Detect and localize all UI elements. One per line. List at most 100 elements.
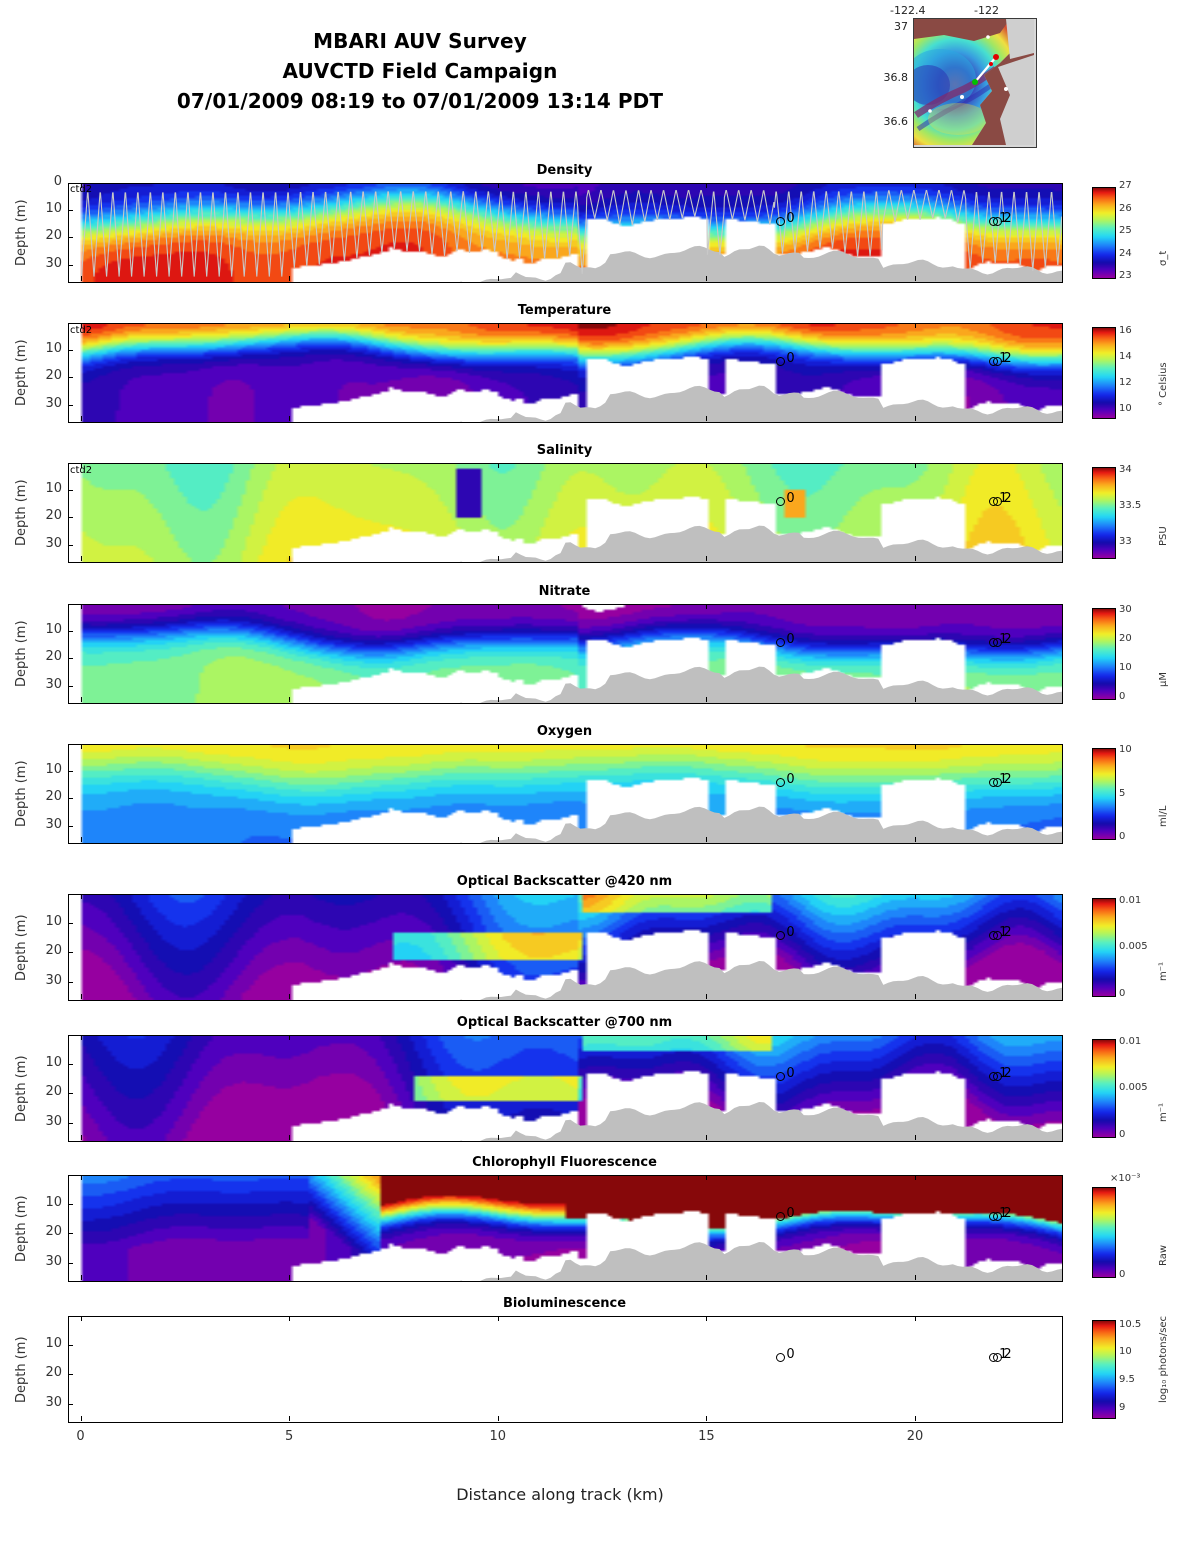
x-tick-mark (706, 1035, 708, 1040)
y-tick-mark (68, 1093, 73, 1095)
panel-title: Temperature (517, 303, 612, 318)
x-tick-mark (289, 697, 291, 702)
x-tick-mark (289, 1275, 291, 1280)
colorbar[interactable] (1092, 608, 1116, 700)
y-tick-label: 30 (45, 1253, 62, 1269)
y-axis-label: Depth (m) (14, 760, 29, 827)
station-marker[interactable]: 0 (776, 925, 796, 945)
seafloor-bathymetry (459, 1242, 1062, 1281)
station-label: 2 (1003, 924, 1012, 940)
title-line-1: MBARI AUV Survey (313, 29, 527, 53)
x-tick-mark (497, 1035, 499, 1040)
colorbar-tick-label: 0 (1119, 1129, 1126, 1140)
station-ring (776, 497, 786, 507)
x-tick-mark (706, 416, 708, 421)
y-tick-mark (68, 183, 73, 184)
x-tick-mark (497, 894, 499, 899)
colorbar[interactable] (1092, 748, 1116, 840)
colorbar-tick-label: 0 (1119, 831, 1126, 842)
station-marker[interactable]: 2 (993, 351, 1013, 371)
colorbar[interactable] (1092, 327, 1116, 419)
colorbar-tick-label: 12 (1119, 377, 1132, 389)
x-tick-mark (289, 744, 291, 749)
plot-area[interactable] (68, 463, 1063, 563)
station-marker[interactable]: 0 (776, 772, 796, 792)
y-tick-mark (68, 952, 73, 954)
mooring-marker (960, 95, 964, 99)
x-tick-mark (497, 1275, 499, 1280)
plot-area[interactable] (68, 323, 1063, 423)
colorbar[interactable] (1092, 187, 1116, 279)
station-label: 2 (1003, 1065, 1012, 1081)
station-marker[interactable]: 2 (993, 1347, 1013, 1367)
colorbar-tick-label: 9.5 (1119, 1373, 1135, 1385)
seafloor-bathymetry (459, 961, 1062, 1000)
station-label: 2 (1003, 632, 1012, 648)
plot-area[interactable] (68, 1175, 1063, 1282)
inset-lat-tick-2: 36.6 (883, 115, 909, 128)
x-tick-mark (80, 994, 82, 999)
y-tick-mark (68, 350, 73, 352)
plot-area[interactable] (68, 183, 1063, 283)
x-tick-mark (289, 416, 291, 421)
plot-area[interactable] (68, 894, 1063, 1001)
x-tick-mark (80, 837, 82, 842)
station-marker[interactable]: 0 (776, 1066, 796, 1086)
station-marker[interactable]: 0 (776, 351, 796, 371)
x-tick-mark (80, 604, 82, 609)
y-tick-label: 10 (45, 201, 62, 217)
x-tick-mark (497, 276, 499, 281)
station-marker[interactable]: 0 (776, 1347, 796, 1367)
colorbar[interactable] (1092, 1187, 1116, 1278)
x-tick-mark (289, 1035, 291, 1040)
seafloor-polygon (459, 525, 1062, 562)
x-tick-mark (289, 463, 291, 468)
station-marker[interactable]: 0 (776, 491, 796, 511)
colorbar[interactable] (1092, 1320, 1116, 1419)
platform-tag: ctd2 (70, 325, 93, 336)
plot-area[interactable] (68, 744, 1063, 844)
inset-lat-tick-0: 37 (894, 20, 908, 33)
y-tick-label: 10 (45, 914, 62, 930)
y-tick-mark (68, 264, 73, 266)
colorbar[interactable] (1092, 1039, 1116, 1138)
plot-area[interactable] (68, 1035, 1063, 1142)
station-marker[interactable]: 2 (993, 1066, 1013, 1086)
x-tick-mark (289, 1416, 291, 1421)
station-marker[interactable]: 2 (993, 211, 1013, 231)
station-label: 0 (786, 772, 795, 788)
plot-area[interactable] (68, 604, 1063, 704)
station-marker[interactable]: 0 (776, 211, 796, 231)
y-tick-mark (68, 1345, 73, 1347)
station-marker[interactable]: 2 (993, 632, 1013, 652)
colorbar-units-label: Raw (1158, 1244, 1169, 1266)
mooring-marker (1004, 87, 1008, 91)
x-tick-mark (706, 183, 708, 188)
x-tick-mark (497, 604, 499, 609)
station-marker[interactable]: 2 (993, 772, 1013, 792)
station-marker[interactable]: 2 (993, 1206, 1013, 1226)
colorbar[interactable] (1092, 467, 1116, 559)
station-marker[interactable]: 2 (993, 925, 1013, 945)
x-tick-mark (497, 323, 499, 328)
station-ring (776, 1211, 786, 1221)
x-tick-mark (289, 837, 291, 842)
y-tick-mark (68, 923, 73, 925)
colorbar-tick-label: 25 (1119, 225, 1132, 236)
inset-map[interactable] (913, 18, 1037, 148)
panel-title: Optical Backscatter @420 nm (456, 874, 673, 889)
station-marker[interactable]: 2 (993, 491, 1013, 511)
y-axis-label: Depth (m) (14, 620, 29, 687)
station-marker[interactable]: 0 (776, 632, 796, 652)
y-tick-label: 30 (45, 676, 62, 692)
plot-area[interactable] (68, 1316, 1063, 1423)
panel-title: Optical Backscatter @700 nm (456, 1015, 673, 1030)
station-marker[interactable]: 0 (776, 1206, 796, 1226)
colorbar-tick-label: 9 (1119, 1401, 1126, 1413)
colorbar[interactable] (1092, 898, 1116, 997)
y-tick-mark (68, 544, 73, 546)
x-tick-mark (706, 697, 708, 702)
x-tick-mark (706, 894, 708, 899)
x-tick-mark (914, 416, 916, 421)
station-ring (776, 357, 786, 367)
